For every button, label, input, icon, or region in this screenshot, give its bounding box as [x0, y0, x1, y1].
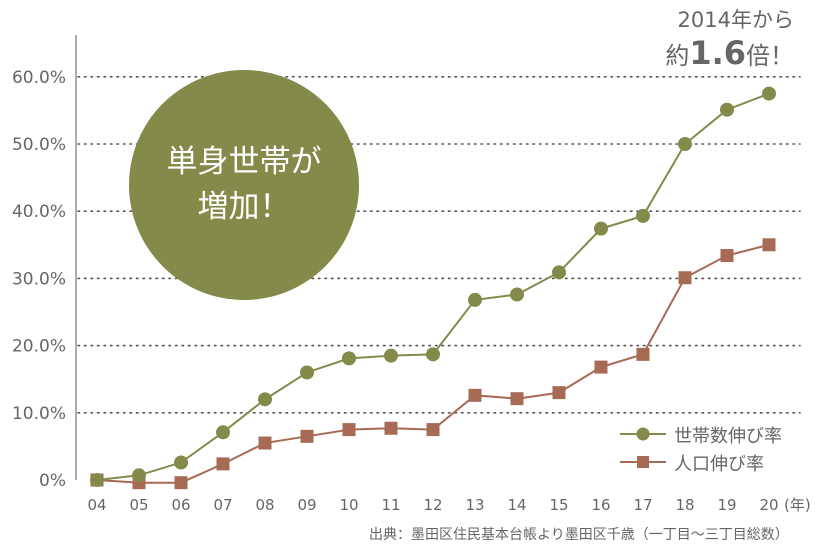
data-point: [510, 392, 524, 406]
callout-prefix: 約: [665, 42, 690, 70]
data-point: [762, 86, 776, 101]
series-circle: [90, 86, 776, 487]
callout-line2: 約1.6倍！: [665, 34, 794, 72]
data-point: [636, 347, 650, 361]
x-tick-label: 18: [675, 496, 694, 514]
data-point: [552, 386, 566, 400]
y-tick-label: 20.0%: [12, 337, 66, 357]
x-tick-label: 07: [213, 496, 232, 514]
data-point: [300, 429, 314, 443]
data-point: [258, 392, 272, 407]
data-point: [594, 360, 608, 374]
x-tick-label: 16: [591, 496, 610, 514]
x-tick-label: 12: [423, 496, 442, 514]
y-tick-label: 30.0%: [12, 269, 66, 289]
data-point: [216, 457, 230, 471]
y-tick-label: 10.0%: [12, 404, 66, 424]
data-point: [720, 102, 734, 117]
data-point: [384, 421, 398, 435]
legend-square-marker-icon: [620, 456, 666, 468]
callout-number: 1.6: [689, 34, 746, 72]
callout-suffix: 倍！: [746, 42, 794, 70]
data-point: [468, 388, 482, 402]
circle-line1: 単身世帯が: [166, 144, 322, 181]
y-tick-label: 60.0%: [12, 68, 66, 88]
data-point: [762, 238, 776, 252]
x-tick-label: 17: [633, 496, 652, 514]
y-tick-label: 50.0%: [12, 135, 66, 155]
data-point: [174, 455, 188, 470]
x-tick-label: 13: [465, 496, 484, 514]
x-tick-labels: 04 05 06 07 08 09 10 11 12 13 14 15 16 17 18 19 20: [87, 496, 778, 514]
source-note: 出典：墨田区住民基本台帳より墨田区千歳（一丁目〜三丁目総数）: [369, 527, 789, 543]
x-tick-label: 11: [381, 496, 400, 514]
x-tick-label: 06: [171, 496, 190, 514]
x-tick-label: 10: [339, 496, 358, 514]
data-point: [384, 348, 398, 363]
x-tick-label: 15: [549, 496, 568, 514]
data-point: [258, 436, 272, 450]
x-tick-label: 08: [255, 496, 274, 514]
y-tick-label: 40.0%: [12, 202, 66, 222]
data-point: [594, 221, 608, 236]
data-point: [216, 425, 230, 440]
legend-label-population: 人口伸び率: [674, 454, 764, 475]
data-point: [678, 137, 692, 151]
circle-line2: 増加！: [197, 189, 291, 225]
legend-circle-marker-icon: [620, 427, 666, 441]
series: [90, 86, 776, 490]
data-point: [174, 476, 188, 490]
x-tick-label: 19: [717, 496, 736, 514]
data-point: [720, 249, 734, 263]
legend-label-households: 世帯数伸び率: [674, 426, 782, 447]
data-point: [426, 423, 440, 437]
data-point: [636, 208, 650, 223]
data-point: [342, 351, 356, 366]
data-point: [90, 473, 104, 487]
data-point: [552, 265, 566, 280]
growth-callout: 2014年から 約1.6倍！: [560, 0, 816, 80]
x-tick-label: 05: [129, 496, 148, 514]
highlight-circle: 単身世帯が 増加！: [129, 70, 359, 300]
data-point: [678, 271, 692, 285]
data-point: [468, 292, 482, 307]
data-point: [426, 347, 440, 362]
data-point: [132, 468, 146, 483]
x-tick-label: 09: [297, 496, 316, 514]
x-tick-label: 04: [87, 496, 106, 514]
data-point: [342, 423, 356, 437]
y-tick-label: 0%: [39, 471, 66, 491]
y-tick-labels: 0% 10.0% 20.0% 30.0% 40.0% 50.0% 60.0%: [12, 68, 66, 491]
data-point: [510, 287, 524, 302]
x-tick-label: 14: [507, 496, 526, 514]
x-axis-unit: (年): [784, 496, 811, 514]
series-square: [90, 238, 776, 490]
callout-line1: 2014年から: [677, 8, 794, 32]
x-tick-label: 20: [759, 496, 778, 514]
data-point: [300, 365, 314, 380]
